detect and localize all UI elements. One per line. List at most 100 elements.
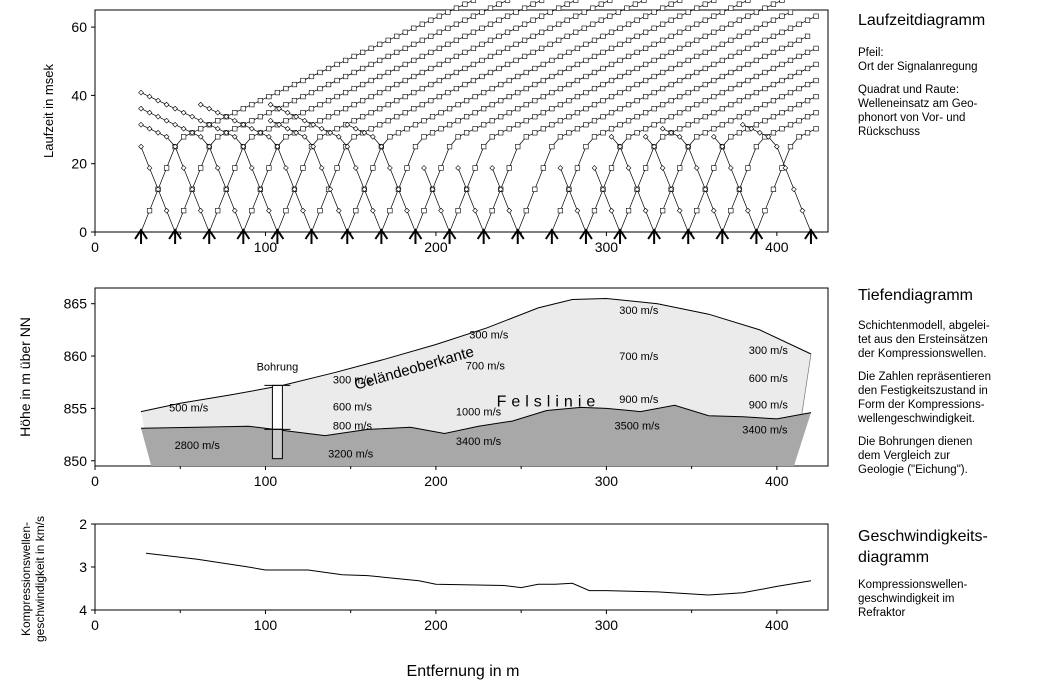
travel-point-square [489,208,495,214]
travel-point-square [351,69,357,76]
travel-point-diamond [155,113,161,120]
travel-point-square [762,85,768,92]
travel-point-square [419,85,425,92]
travel-point-square [651,25,657,31]
travel-point-square [566,49,572,55]
travel-point-square [566,98,572,104]
travel-point-square [472,110,478,116]
travel-point-square [600,130,606,136]
travel-point-square [453,53,459,60]
travel-point-square [489,85,495,92]
travel-point-square [489,118,495,124]
travel-point-square [685,73,691,80]
travel-point-square [300,77,306,84]
travel-point-square [479,73,485,80]
travel-point-square [660,53,666,60]
travel-point-square [728,69,734,76]
travel-point-square [506,126,512,132]
velocity-line [146,552,812,596]
travel-point-square [564,17,570,23]
shot-arrow [236,228,251,244]
travel-point-square [598,1,604,7]
travel-point-square [215,208,221,214]
borehole-overburden [271,384,283,430]
travel-point-square [530,1,536,7]
travel-point-square [556,21,562,27]
travel-point-square [412,144,419,150]
travel-point-square [625,118,632,124]
travel-point-square [496,1,502,7]
travel-point-square [436,29,442,35]
travel-point-square [385,102,391,108]
travel-point-diamond [276,105,282,112]
travel-point-diamond [756,129,763,136]
travel-point-square [504,45,511,51]
travel-point-square [651,73,657,80]
travel-point-square [377,41,383,47]
travel-time-xtick-label: 100 [254,239,278,255]
travel-point-square [685,122,691,128]
travel-point-square [694,21,700,27]
travel-point-square [360,65,366,72]
travel-point-square [583,89,589,96]
travel-point-square [455,208,461,214]
travel-point-square [677,93,683,100]
travel-curve-reverse [140,92,278,233]
travel-point-square [266,110,272,116]
travel-point-diamond [206,143,213,150]
travel-point-square [566,130,572,136]
travel-point-square [573,0,579,3]
travel-point-square [583,106,589,112]
travel-point-square [753,9,760,15]
travel-point-square [779,13,785,19]
travel-point-square [479,57,485,64]
travel-point-square [539,0,545,3]
travel-point-square [762,102,768,108]
travel-point-square [634,33,640,39]
travel-point-square [728,208,734,214]
travel-point-square [607,0,613,3]
travel-point-square [770,81,777,88]
travel-point-square [685,25,691,31]
travel-point-square [377,73,383,80]
travel-point-square [677,61,683,68]
travel-point-square [651,106,657,112]
travel-point-square [583,73,589,80]
travel-point-diamond [617,143,623,150]
travel-point-square [762,37,768,43]
travel-point-square [464,98,470,104]
travel-point-diamond [455,165,461,171]
travel-point-square [779,93,785,100]
travel-point-square [462,33,468,39]
travel-point-square [625,102,632,108]
travel-point-square [608,110,615,116]
travel-point-diamond [206,105,213,112]
travel-point-square [453,5,459,11]
travel-point-square [370,165,376,171]
travel-point-square [419,69,425,76]
travel-point-square [523,102,529,108]
travel-point-square [736,65,742,72]
travel-point-square [668,81,674,88]
travel-point-square [573,13,579,19]
travel-point-square [181,208,187,214]
travel-point-square [394,98,400,104]
travel-point-square [625,69,632,76]
travel-point-square [762,21,768,27]
travel-point-square [779,29,785,35]
ground-surface-line [140,297,812,413]
travel-point-diamond [180,109,187,116]
travel-point-square [566,65,572,72]
travel-point-square [353,208,359,214]
travel-point-square [506,77,512,84]
travel-point-square [515,106,521,112]
travel-point-diamond [197,101,204,108]
travel-point-square [770,65,777,72]
travel-point-square [796,102,802,108]
travel-point-square [660,69,666,76]
velocity-legend: Geschwindigkeits- diagramm Kompressionsw… [858,526,988,620]
travel-point-square [608,61,615,68]
travel-point-square [421,118,427,124]
travel-point-square [668,17,674,23]
travel-point-square [728,21,734,27]
